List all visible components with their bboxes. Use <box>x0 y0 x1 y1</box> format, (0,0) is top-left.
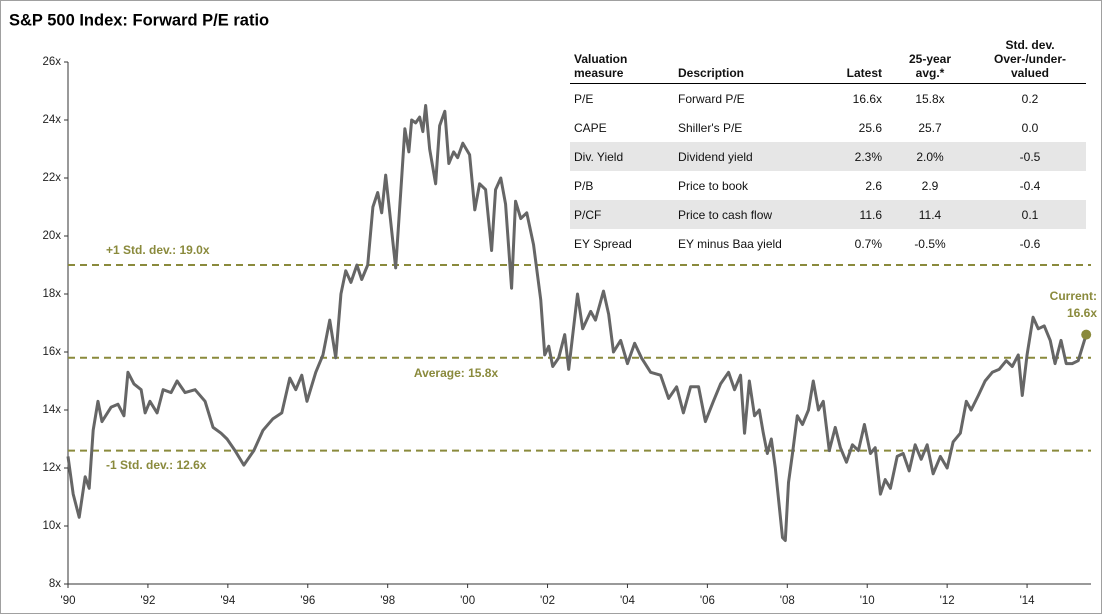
header-text: valued <box>1010 66 1049 80</box>
y-tick-label: 18x <box>42 288 61 300</box>
x-tick-label: '02 <box>540 595 555 607</box>
table-cell: Div. Yield <box>574 149 624 164</box>
reference-label: Average: 15.8x <box>414 366 499 380</box>
table-cell: Price to book <box>678 178 749 193</box>
table-cell: EY Spread <box>574 236 632 251</box>
table-cell: 0.2 <box>1021 91 1039 106</box>
y-tick-label: 12x <box>42 462 61 474</box>
y-tick-label: 20x <box>42 230 61 242</box>
header-text: Latest <box>846 66 882 80</box>
y-tick-label: 10x <box>42 520 61 532</box>
x-tick-label: '04 <box>620 595 636 607</box>
header-cell: Latest <box>816 66 886 83</box>
x-tick-label: '94 <box>220 595 236 607</box>
header-cell: Valuation measure <box>570 52 674 83</box>
chart-title: S&P 500 Index: Forward P/E ratio <box>9 11 269 29</box>
table-cell: P/E <box>574 91 594 106</box>
header-text: Std. dev. <box>1005 38 1055 52</box>
header-cell: Std. dev. Over-/under-valued <box>974 38 1086 83</box>
table-row: Div. Yield Dividend yield 2.3% 2.0% -0.5 <box>570 142 1086 171</box>
table-cell: -0.5% <box>914 236 946 251</box>
table-cell: Dividend yield <box>678 149 753 164</box>
table-cell: 16.6x <box>852 91 882 106</box>
x-tick-label: '98 <box>380 595 395 607</box>
x-tick-label: '92 <box>140 595 155 607</box>
header-cell: Description <box>674 66 816 83</box>
table-cell: EY minus Baa yield <box>678 236 782 251</box>
table-cell: 2.9 <box>921 178 939 193</box>
reference-label: -1 Std. dev.: 12.6x <box>106 458 207 472</box>
y-tick-label: 22x <box>42 172 61 184</box>
table-row: P/B Price to book 2.6 2.9 -0.4 <box>570 171 1086 200</box>
x-tick-label: '14 <box>1020 595 1036 607</box>
y-tick-label: 14x <box>42 404 61 416</box>
header-text: 25-year <box>908 52 952 66</box>
table-cell: -0.4 <box>1019 178 1041 193</box>
table-cell: 25.7 <box>918 120 942 135</box>
table-row: P/CF Price to cash flow 11.6 11.4 0.1 <box>570 200 1086 229</box>
table-cell: 2.0% <box>916 149 944 164</box>
table-cell: 11.4 <box>918 207 942 222</box>
table-cell: 2.6 <box>865 178 882 193</box>
header-text: avg.* <box>915 66 945 80</box>
table-cell: Forward P/E <box>678 91 745 106</box>
table-cell: P/B <box>574 178 594 193</box>
table-row: P/E Forward P/E 16.6x 15.8x 0.2 <box>570 84 1086 113</box>
table-cell: 0.7% <box>854 236 882 251</box>
valuation-table: Valuation measure Description Latest 25-year… <box>570 29 1086 258</box>
reference-label: +1 Std. dev.: 19.0x <box>106 243 210 257</box>
x-tick-label: '00 <box>460 595 475 607</box>
y-tick-label: 24x <box>42 114 61 126</box>
x-tick-label: '08 <box>780 595 795 607</box>
x-tick-label: '90 <box>61 595 76 607</box>
table-header: Valuation measure Description Latest 25-year… <box>570 29 1086 84</box>
header-text: Over-/under- <box>993 52 1066 66</box>
y-tick-label: 26x <box>42 56 61 68</box>
table-cell: CAPE <box>574 120 607 135</box>
table-cell: 0.1 <box>1021 207 1039 222</box>
table-cell: -0.6 <box>1019 236 1041 251</box>
table-row: EY Spread EY minus Baa yield 0.7% -0.5% -0.6 <box>570 229 1086 258</box>
header-text: Description <box>678 66 745 80</box>
current-label: Current: <box>1050 289 1097 303</box>
table-cell: 15.8x <box>915 91 945 106</box>
header-text: Valuation <box>574 52 628 66</box>
table-cell: 11.6 <box>859 207 882 222</box>
x-tick-label: '10 <box>860 595 875 607</box>
table-cell: P/CF <box>574 207 602 222</box>
header-text: measure <box>574 66 624 80</box>
table-cell: -0.5 <box>1019 149 1041 164</box>
header-cell: 25-year avg.* <box>886 52 974 83</box>
table-cell: 25.6 <box>858 120 882 135</box>
y-tick-label: 8x <box>49 578 61 590</box>
x-tick-label: '96 <box>300 595 315 607</box>
current-point <box>1081 329 1092 340</box>
x-tick-label: '12 <box>940 595 955 607</box>
table-cell: 0.0 <box>1021 120 1039 135</box>
table-row: CAPE Shiller's P/E 25.6 25.7 0.0 <box>570 113 1086 142</box>
current-label: 16.6x <box>1067 306 1097 320</box>
table-cell: Price to cash flow <box>678 207 773 222</box>
x-tick-label: '06 <box>700 595 715 607</box>
table-cell: 2.3% <box>854 149 882 164</box>
y-tick-label: 16x <box>42 346 61 358</box>
pe-line <box>66 104 1088 542</box>
table-cell: Shiller's P/E <box>678 120 743 135</box>
